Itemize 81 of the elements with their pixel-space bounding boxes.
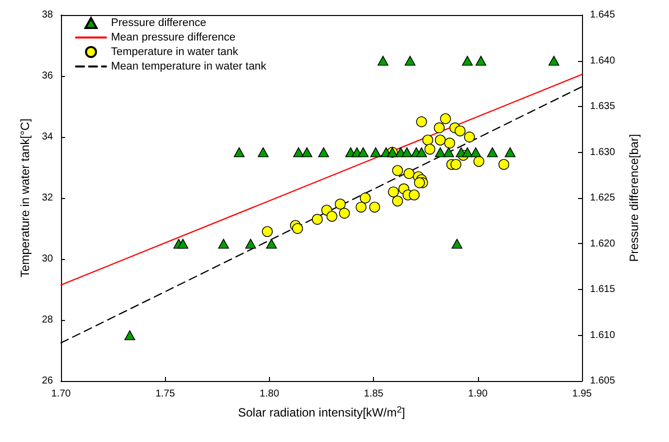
y-tick-label: 38: [42, 10, 54, 20]
point: [454, 126, 466, 136]
legend-label: Temperature in water tank: [111, 46, 239, 58]
point: [452, 238, 462, 249]
point: [326, 210, 338, 222]
y2-tick-label: 1.610: [590, 330, 616, 341]
point: [416, 116, 427, 128]
x-tick-label: 1.95: [572, 388, 592, 400]
point: [440, 113, 451, 124]
point: [339, 208, 350, 219]
y-axis-title: Temperature in water tank[°C]: [18, 118, 32, 278]
point: [392, 165, 403, 176]
point: [293, 147, 304, 158]
point: [356, 202, 366, 213]
legend-label: Mean pressure difference: [111, 32, 236, 44]
point: [402, 147, 412, 158]
y-tick-label: 26: [42, 376, 54, 386]
point: [476, 56, 486, 66]
y2-tick-label: 1.605: [590, 376, 616, 386]
point: [334, 198, 346, 210]
point: [262, 226, 273, 237]
point: [124, 330, 136, 340]
point: [245, 238, 256, 249]
point: [258, 147, 269, 158]
point: [548, 56, 560, 66]
point: [473, 156, 484, 167]
legend-label: Mean temperature in water tank: [111, 60, 267, 72]
point: [434, 147, 446, 158]
point: [178, 238, 188, 249]
y2-tick-label: 1.625: [590, 192, 616, 204]
point: [470, 147, 482, 158]
point: [218, 238, 229, 249]
point: [434, 122, 445, 134]
point: [424, 144, 436, 155]
point: [464, 132, 475, 142]
point: [462, 56, 473, 66]
point: [404, 168, 414, 179]
point: [504, 147, 516, 158]
point: [422, 134, 434, 146]
point: [414, 177, 425, 188]
point: [450, 159, 462, 170]
y-tick-label: 34: [42, 132, 54, 142]
point: [369, 202, 380, 213]
point: [462, 147, 473, 158]
y2-tick-label: 1.620: [590, 238, 616, 250]
point: [302, 147, 312, 158]
y-tick-label: 36: [42, 70, 54, 82]
y2-tick-label: 1.630: [590, 146, 616, 158]
y2-tick-label: 1.615: [590, 284, 616, 295]
x-tick-label: 1.75: [155, 388, 176, 400]
x-tick-label: 1.80: [260, 388, 280, 400]
point: [408, 190, 420, 200]
point: [443, 147, 454, 158]
point: [312, 214, 323, 225]
y-tick-label: 30: [42, 254, 54, 264]
point: [416, 147, 427, 158]
point: [434, 134, 446, 146]
x-tick-label: 1.70: [51, 388, 72, 400]
point: [392, 196, 403, 206]
point: [292, 223, 303, 234]
x-tick-label: 1.90: [468, 388, 488, 400]
y2-tick-label: 1.640: [590, 55, 616, 66]
y-tick-label: 32: [42, 192, 54, 204]
point: [318, 147, 329, 158]
y2-tick-label: 1.635: [590, 101, 616, 112]
point: [498, 159, 510, 170]
point: [234, 147, 245, 158]
point: [370, 147, 382, 158]
point: [388, 186, 399, 198]
point: [266, 238, 277, 249]
point: [486, 147, 498, 158]
point: [360, 192, 371, 204]
point: [404, 56, 416, 66]
point: [378, 56, 388, 66]
legend-label: Pressure difference: [111, 17, 206, 29]
x-tick-label: 1.85: [364, 388, 384, 400]
y2-axis-title: Pressure difference[bar]: [627, 134, 641, 262]
point: [358, 147, 369, 158]
y-tick-label: 28: [42, 314, 54, 326]
y2-tick-label: 1.645: [590, 10, 616, 20]
point: [444, 138, 456, 148]
